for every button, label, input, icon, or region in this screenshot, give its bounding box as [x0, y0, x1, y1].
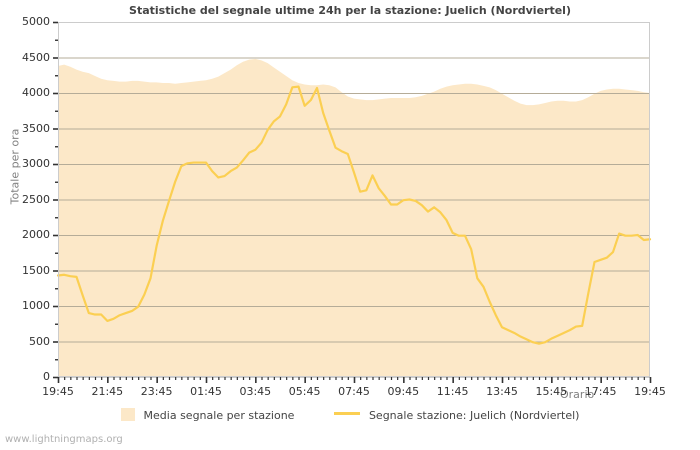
y-tick-label: 500 — [29, 334, 50, 348]
y-tick-label: 3000 — [22, 157, 50, 170]
legend-label-average: Media segnale per stazione — [143, 409, 295, 422]
watermark: www.lightningmaps.org — [5, 434, 123, 445]
x-tick-label: 17:45 — [584, 385, 617, 398]
y-tick-label: 3500 — [22, 121, 50, 135]
legend-area-swatch — [120, 408, 135, 421]
y-tick-label: 1500 — [22, 263, 50, 277]
x-tick-label: 19:45 — [634, 385, 666, 398]
x-tick-label: 15:45 — [535, 385, 568, 398]
plot-frame — [58, 22, 650, 377]
x-tick-label: 19:45 — [42, 385, 74, 398]
line-series-station — [56, 85, 652, 345]
x-tick-label: 07:45 — [338, 385, 370, 398]
legend-label-station: Segnale stazione: Juelich (Nordviertel) — [368, 408, 580, 422]
y-tick-label: 2500 — [22, 192, 50, 206]
y-tick-label: 0 — [43, 370, 50, 383]
x-tick-label: 03:45 — [239, 385, 272, 398]
x-axis-label: Orario — [560, 388, 595, 401]
y-tick-label: 4500 — [22, 50, 50, 64]
x-tick-label: 01:45 — [190, 385, 222, 398]
chart-legend: Media segnale per stazione Segnale stazi… — [0, 408, 700, 422]
legend-line-swatch — [333, 411, 360, 415]
x-tick-label: 05:45 — [288, 385, 321, 398]
y-tick-label: 4000 — [22, 86, 50, 99]
legend-item-average: Media segnale per stazione — [120, 408, 295, 422]
y-tick-label: 2000 — [22, 228, 50, 241]
x-tick-label: 11:45 — [436, 385, 469, 398]
area-series-average — [58, 58, 650, 378]
legend-item-station: Segnale stazione: Juelich (Nordviertel) — [333, 408, 580, 422]
y-tick-label: 1000 — [22, 299, 50, 312]
x-tick-label: 13:45 — [486, 385, 518, 398]
y-tick-label: 5000 — [22, 15, 50, 28]
x-tick-label: 09:45 — [387, 385, 420, 398]
x-tick-label: 23:45 — [140, 385, 173, 398]
chart-title: Statistiche del segnale ultime 24h per l… — [129, 4, 571, 17]
x-tick-label: 21:45 — [91, 385, 124, 398]
